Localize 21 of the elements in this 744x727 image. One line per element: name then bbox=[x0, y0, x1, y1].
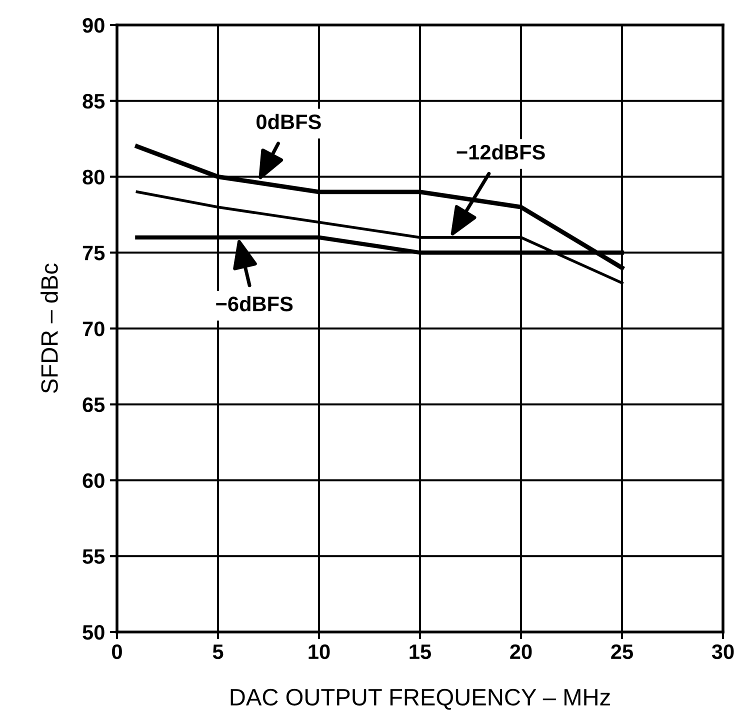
x-tick-label: 15 bbox=[410, 644, 432, 660]
x-axis-title: DAC OUTPUT FREQUENCY – MHz bbox=[230, 688, 610, 710]
y-tick-label: 85 bbox=[82, 94, 105, 109]
y-tick-label: 70 bbox=[82, 322, 104, 336]
y-axis-title: SFDR – dBc bbox=[40, 264, 58, 394]
x-tick-label: 25 bbox=[611, 644, 634, 660]
y-tick-label: 50 bbox=[82, 625, 104, 640]
x-tick-label: 0 bbox=[112, 644, 122, 660]
y-tick-label: 90 bbox=[82, 18, 104, 33]
annotation: 0dBFS bbox=[256, 114, 321, 130]
y-tick-label: 80 bbox=[82, 170, 104, 185]
x-tick-label: 30 bbox=[712, 644, 734, 660]
x-tick-label: 10 bbox=[308, 644, 330, 660]
y-tick-label: 55 bbox=[82, 549, 105, 564]
y-tick-label: 65 bbox=[82, 397, 105, 412]
annotation: −12dBFS bbox=[456, 144, 545, 160]
x-tick-label: 20 bbox=[510, 644, 532, 660]
y-tick-label: 60 bbox=[82, 473, 104, 488]
y-tick-label: 75 bbox=[82, 246, 105, 260]
x-tick-label: 5 bbox=[212, 644, 224, 660]
annotation: −6dBFS bbox=[216, 296, 293, 312]
